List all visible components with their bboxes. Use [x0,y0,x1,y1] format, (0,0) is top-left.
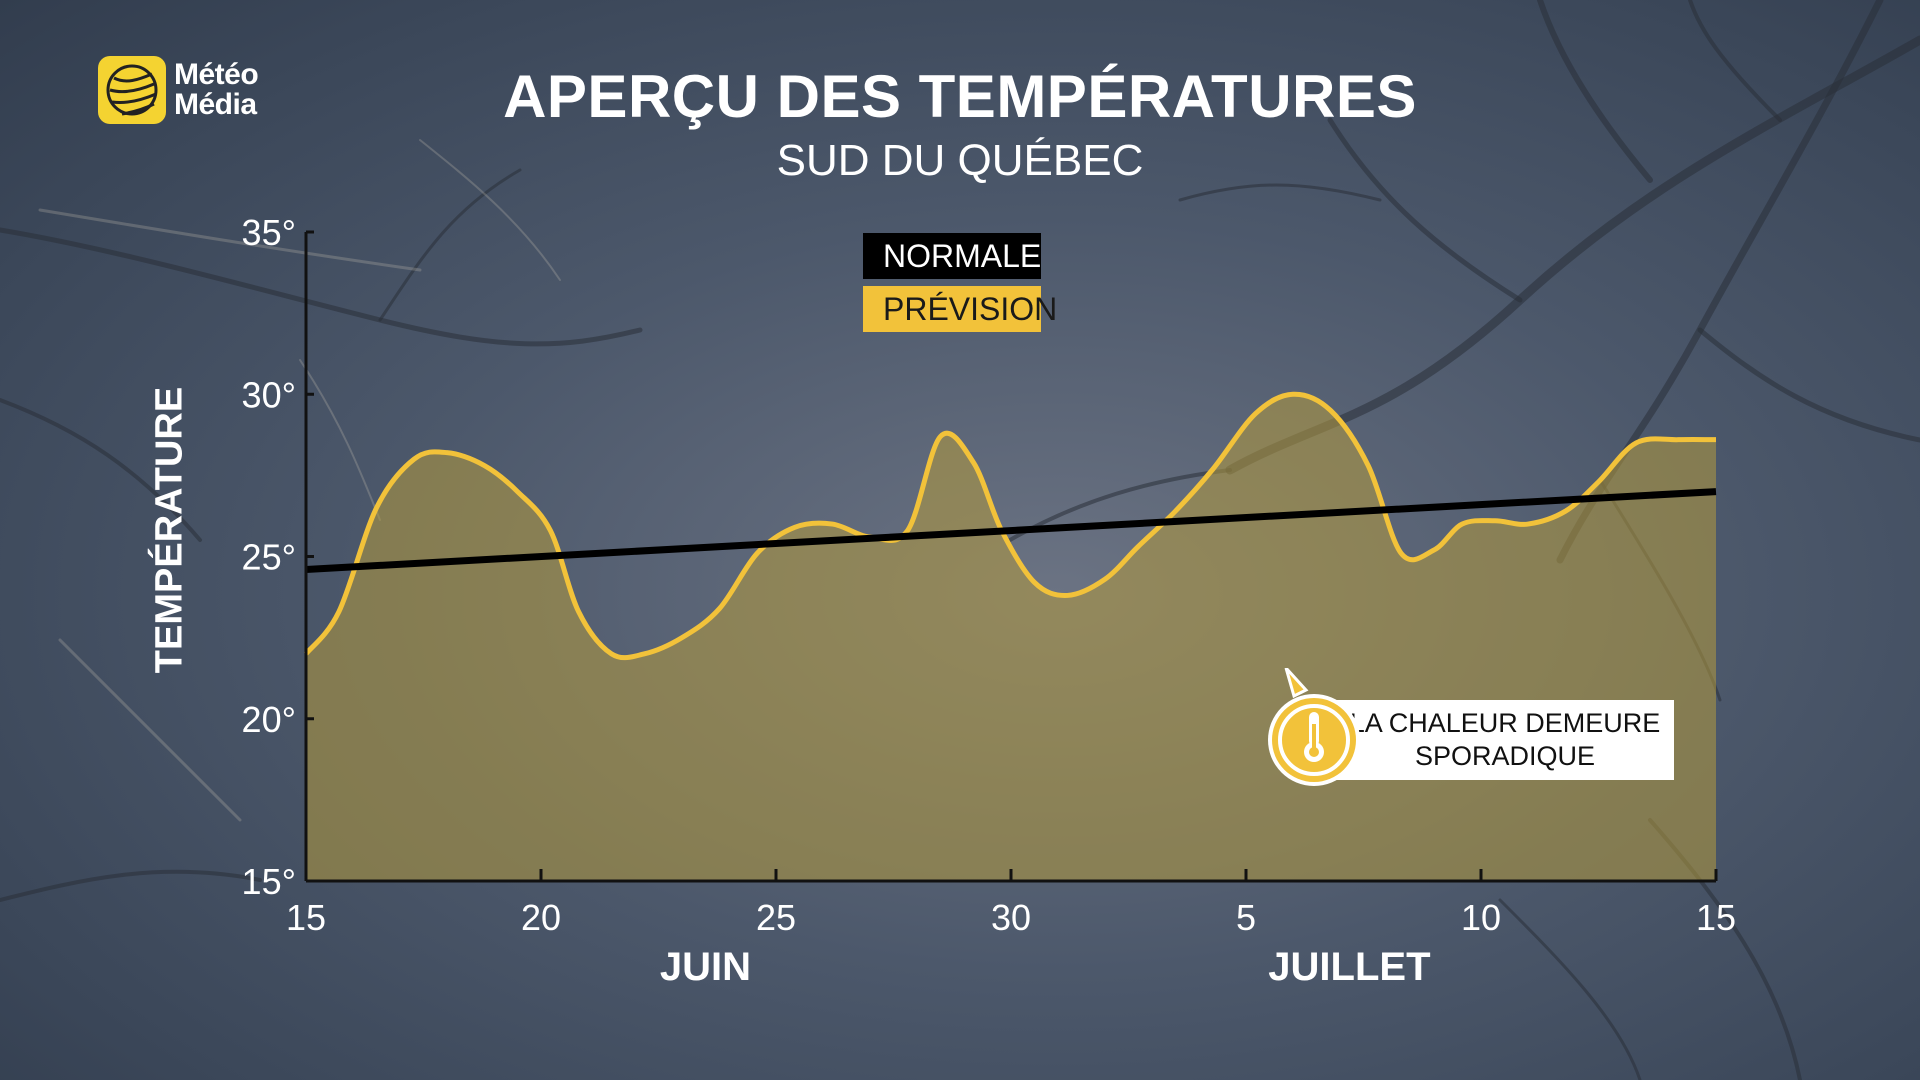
y-tick-label: 15° [242,861,296,902]
normal-line [305,488,1717,573]
brand-name: Météo Média [174,58,259,121]
brand-line2: Média [174,88,257,121]
x-tick-label: 10 [1461,897,1501,938]
brand-logo: Météo Média [98,56,259,124]
y-tick-label: 25° [242,537,296,578]
y-tick-label: 30° [242,374,296,415]
month-label: JUIN [660,945,751,989]
brand-line1: Météo [174,58,259,91]
callout-line2: SPORADIQUE [1414,741,1596,771]
y-axis-label: TEMPÉRATURE [148,386,191,674]
y-tick-label: 35° [242,212,296,253]
x-tick-label: 30 [991,897,1031,938]
callout-line1: LA CHALEUR DEMEURE [1349,708,1661,738]
month-label: JUILLET [1268,945,1430,989]
legend-normal: NORMALE [863,233,1041,279]
forecast-line [304,391,1717,661]
axes-layer: 15° 20° 25° 30° 35° 15 20 25 30 5 10 15 JUIN JUILLET [242,212,1736,989]
series-layer [304,391,1717,881]
thermometer-icon [1268,668,1360,786]
x-tick-label: 15 [1696,897,1736,938]
x-tick-label: 20 [521,897,561,938]
forecast-area [306,394,1716,881]
legend-forecast: PRÉVISION [863,286,1057,332]
x-tick-label: 15 [286,897,326,938]
globe-icon [98,56,166,124]
y-tick-label: 20° [242,699,296,740]
page-title: APERÇU DES TEMPÉRATURES [503,63,1417,130]
heat-callout: LA CHALEUR DEMEURE SPORADIQUE [1336,700,1674,780]
x-tick-label: 25 [756,897,796,938]
page-subtitle: SUD DU QUÉBEC [776,136,1144,185]
x-tick-label: 5 [1236,897,1256,938]
